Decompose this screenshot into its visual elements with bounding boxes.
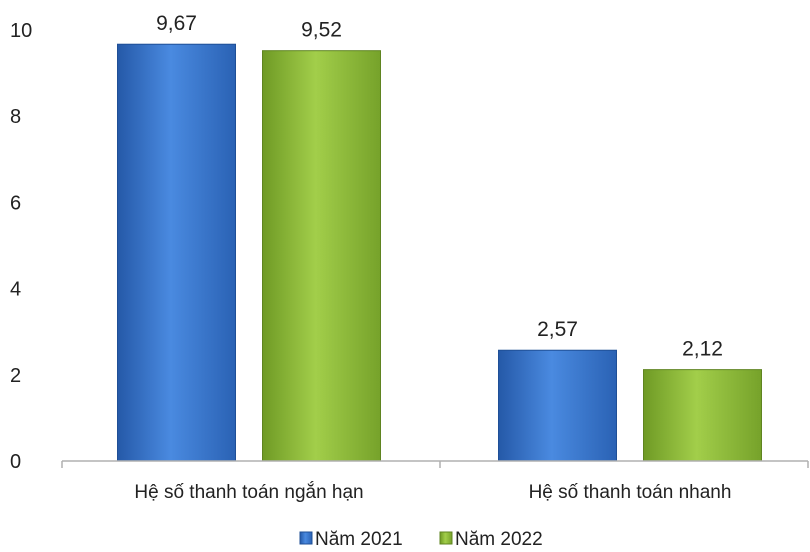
data-label: 9,67 <box>156 12 197 35</box>
data-label: 2,57 <box>537 318 578 341</box>
category-labels-group: Hệ số thanh toán ngắn hạn Hệ số thanh toá… <box>134 481 731 503</box>
data-label: 2,12 <box>682 338 723 361</box>
data-label: 9,52 <box>301 19 342 42</box>
y-tick-label: 0 <box>10 451 21 473</box>
bar-2021-0 <box>117 43 236 462</box>
category-label: Hệ số thanh toán ngắn hạn <box>134 481 363 503</box>
x-axis <box>61 460 809 468</box>
legend-label: Năm 2022 <box>455 529 543 550</box>
data-labels-group: 9,67 2,57 9,52 2,12 <box>156 12 723 360</box>
y-tick-label: 4 <box>10 279 21 301</box>
y-axis-ticks: 0 2 4 6 8 10 <box>10 20 32 473</box>
y-tick-label: 10 <box>10 20 32 42</box>
y-tick-label: 8 <box>10 106 21 128</box>
legend-swatch <box>299 531 313 545</box>
bar-2022-0 <box>262 50 381 462</box>
legend-swatch <box>439 531 453 545</box>
bar-2022-1 <box>643 369 762 462</box>
y-tick-label: 6 <box>10 192 21 214</box>
legend: Năm 2021 Năm 2022 <box>299 529 543 550</box>
legend-label: Năm 2021 <box>315 529 403 550</box>
y-tick-label: 2 <box>10 365 21 387</box>
bars-group <box>117 43 762 462</box>
category-label: Hệ số thanh toán nhanh <box>529 482 732 503</box>
bar-2021-1 <box>498 349 617 462</box>
